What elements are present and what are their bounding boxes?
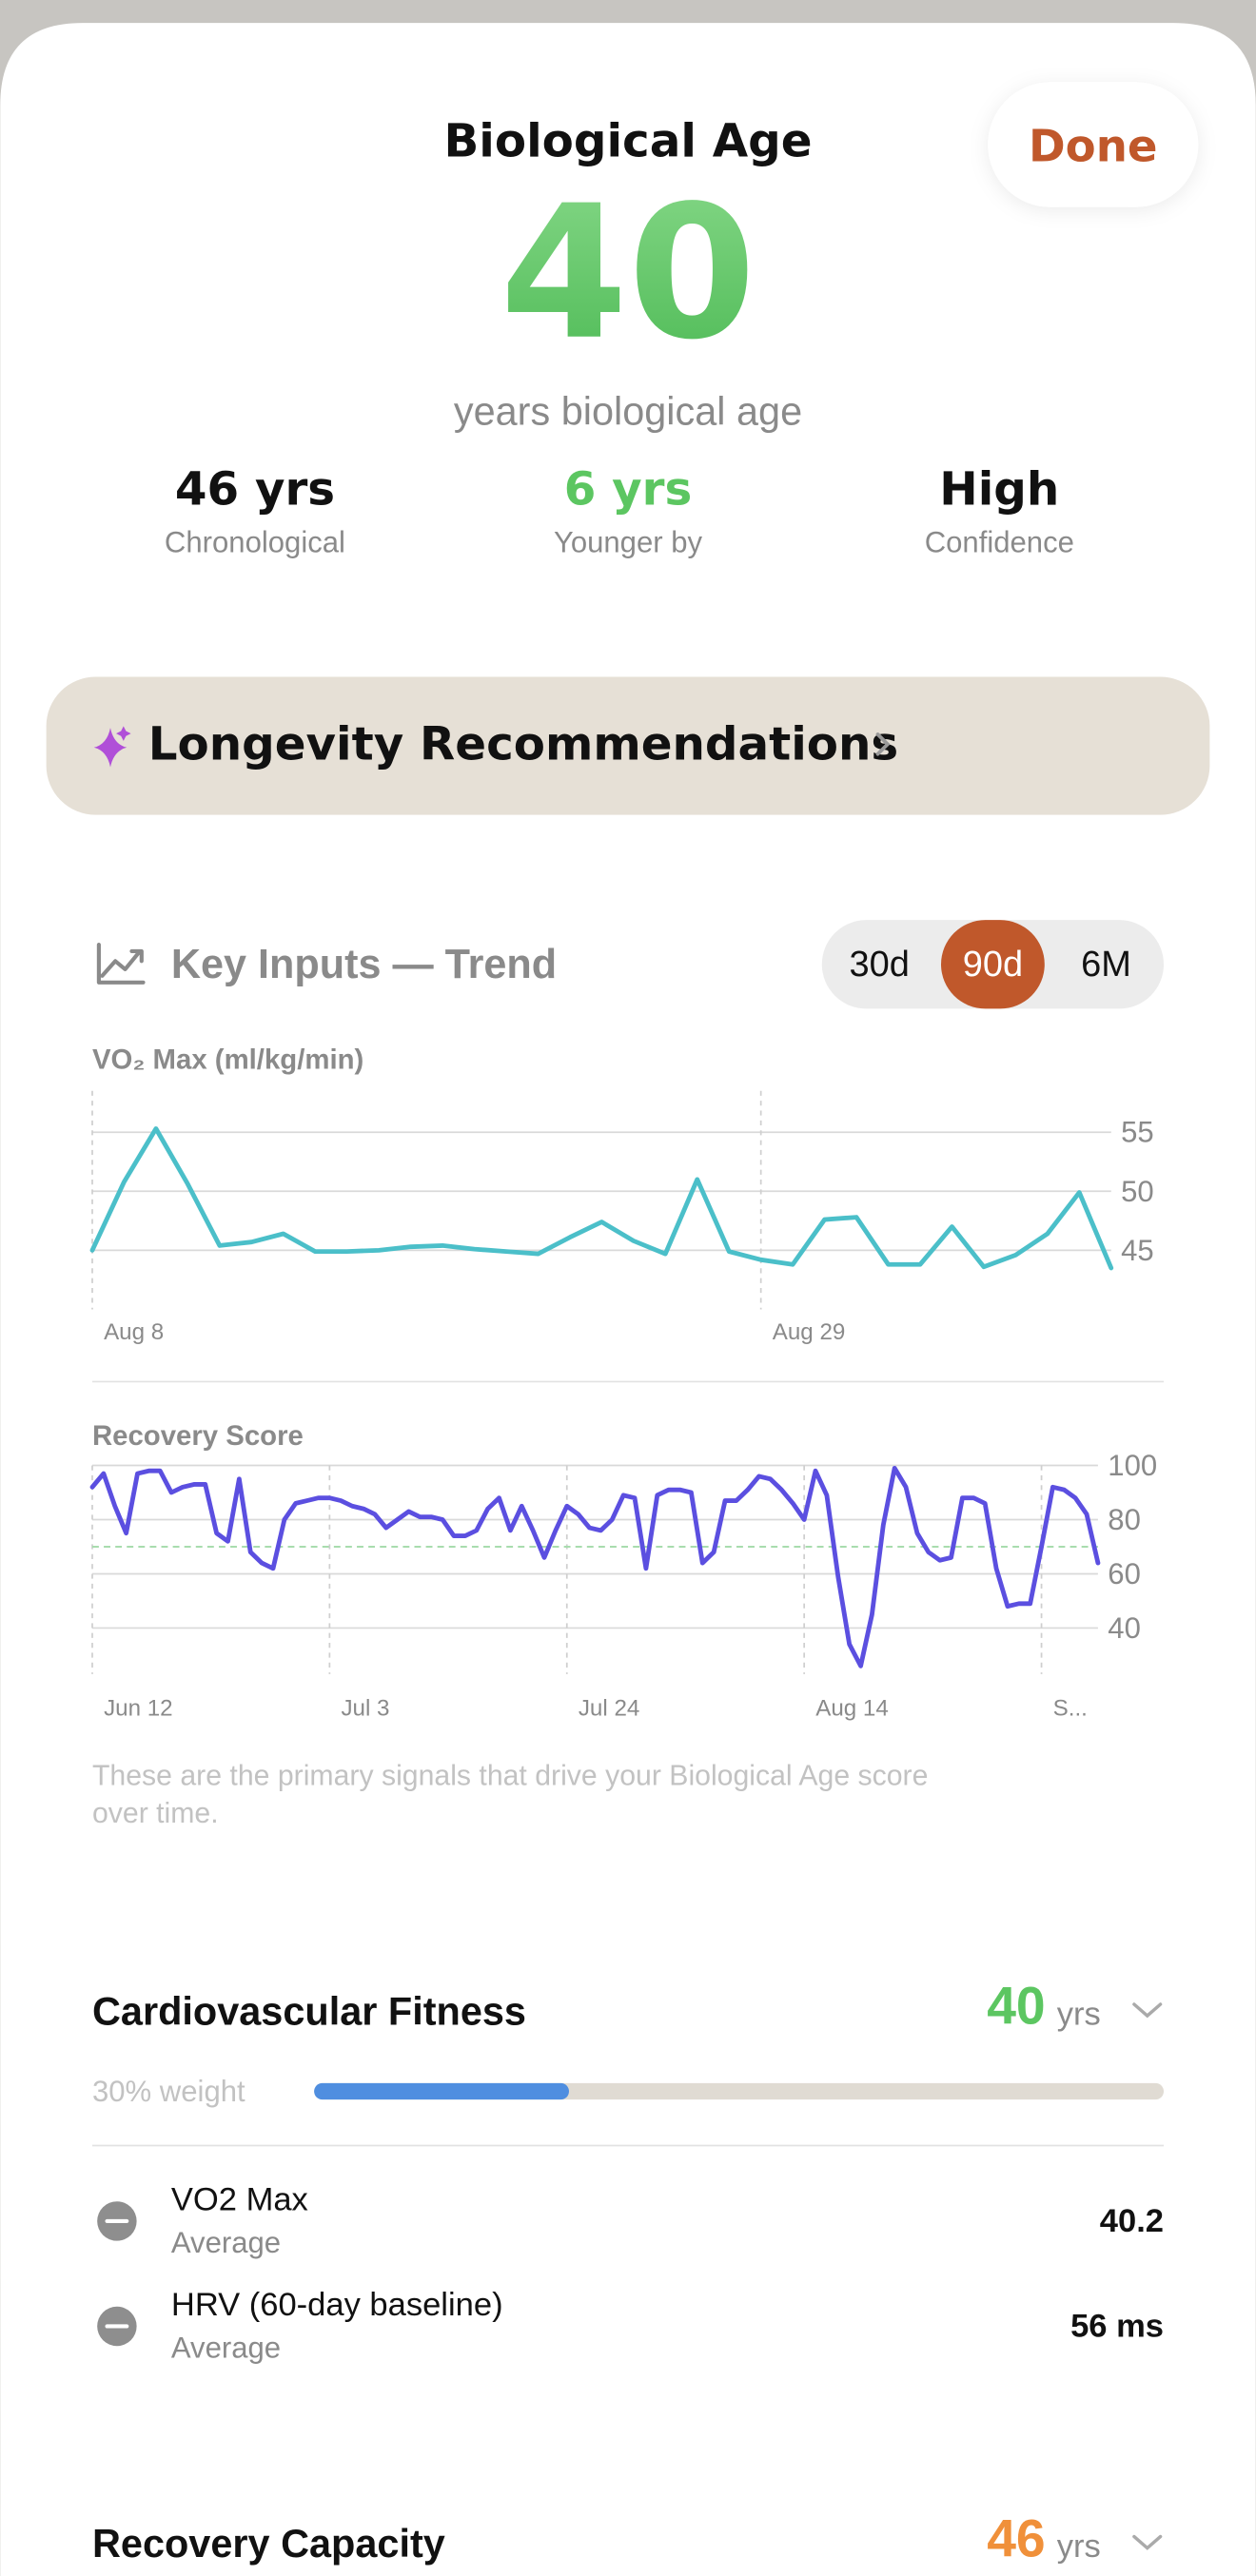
footnote: over time. bbox=[92, 1798, 219, 1829]
x-tick-label: S... bbox=[1053, 1696, 1088, 1722]
stat-value: High bbox=[939, 463, 1059, 517]
stat-label: Confidence bbox=[925, 525, 1074, 558]
done-button[interactable] bbox=[988, 82, 1199, 207]
metric-stat: Average bbox=[171, 2226, 281, 2259]
factor-name: Cardiovascular Fitness bbox=[92, 1988, 526, 2033]
range-option[interactable]: 6M bbox=[1081, 945, 1131, 985]
range-selected[interactable] bbox=[941, 920, 1045, 1009]
y-tick-label: 40 bbox=[1108, 1611, 1141, 1645]
expand-chevron[interactable] bbox=[1132, 2002, 1163, 2019]
metric-name: VO2 Max bbox=[171, 2182, 308, 2218]
factor-name: Recovery Capacity bbox=[92, 2521, 445, 2566]
x-tick-label: Aug 14 bbox=[815, 1696, 889, 1722]
done-label[interactable]: Done bbox=[1029, 121, 1158, 172]
y-tick-label: 50 bbox=[1121, 1175, 1154, 1208]
weight-label: 30% weight bbox=[92, 2075, 245, 2108]
trend-icon bbox=[96, 942, 146, 985]
stat-value: 46 yrs bbox=[175, 463, 335, 517]
page-title: Biological Age bbox=[443, 115, 812, 168]
y-tick-label: 55 bbox=[1121, 1116, 1154, 1149]
stat-value: 6 yrs bbox=[564, 463, 693, 517]
range-option[interactable]: 90d bbox=[963, 945, 1023, 985]
x-tick-label: Aug 29 bbox=[773, 1319, 846, 1345]
stat-label: Chronological bbox=[165, 525, 345, 558]
x-tick-label: Jul 24 bbox=[579, 1696, 639, 1722]
recommendations-button[interactable] bbox=[46, 676, 1210, 815]
recommendations-label[interactable]: Longevity Recommendations bbox=[148, 717, 899, 771]
y-tick-label: 80 bbox=[1108, 1503, 1141, 1536]
metric-stat: Average bbox=[171, 2331, 281, 2364]
y-tick-label: 60 bbox=[1108, 1557, 1141, 1590]
metric-name: HRV (60-day baseline) bbox=[171, 2287, 503, 2323]
chart-title: VO₂ Max (ml/kg/min) bbox=[92, 1044, 363, 1075]
data-line bbox=[89, 1465, 1101, 1669]
trend-title: Key Inputs — Trend bbox=[171, 942, 557, 987]
factor-unit: yrs bbox=[1057, 1996, 1101, 2032]
x-tick-label: Jul 3 bbox=[341, 1696, 389, 1722]
factor-unit: yrs bbox=[1057, 2528, 1101, 2565]
chevron bbox=[875, 732, 891, 756]
metric-value: 40.2 bbox=[1100, 2203, 1164, 2239]
factor-age: 46 bbox=[987, 2508, 1045, 2567]
x-tick-label: Aug 8 bbox=[104, 1319, 164, 1345]
expand-chevron[interactable] bbox=[1132, 2534, 1163, 2550]
chart-title: Recovery Score bbox=[92, 1420, 304, 1452]
footnote: These are the primary signals that drive… bbox=[92, 1760, 928, 1791]
sheet bbox=[0, 23, 1256, 2576]
x-tick-label: Jun 12 bbox=[104, 1696, 173, 1722]
age-caption: years biological age bbox=[454, 388, 802, 433]
data-line bbox=[89, 1126, 1114, 1271]
stat-label: Younger by bbox=[554, 525, 703, 558]
y-tick-label: 100 bbox=[1108, 1449, 1157, 1482]
factor-age: 40 bbox=[987, 1977, 1045, 2036]
range-option[interactable]: 30d bbox=[850, 945, 910, 985]
y-tick-label: 45 bbox=[1121, 1234, 1154, 1267]
sparkle-icon bbox=[93, 726, 131, 768]
bio-age: 40 bbox=[500, 166, 756, 381]
metric-value: 56 ms bbox=[1070, 2308, 1164, 2344]
weight-bar bbox=[314, 2082, 569, 2100]
